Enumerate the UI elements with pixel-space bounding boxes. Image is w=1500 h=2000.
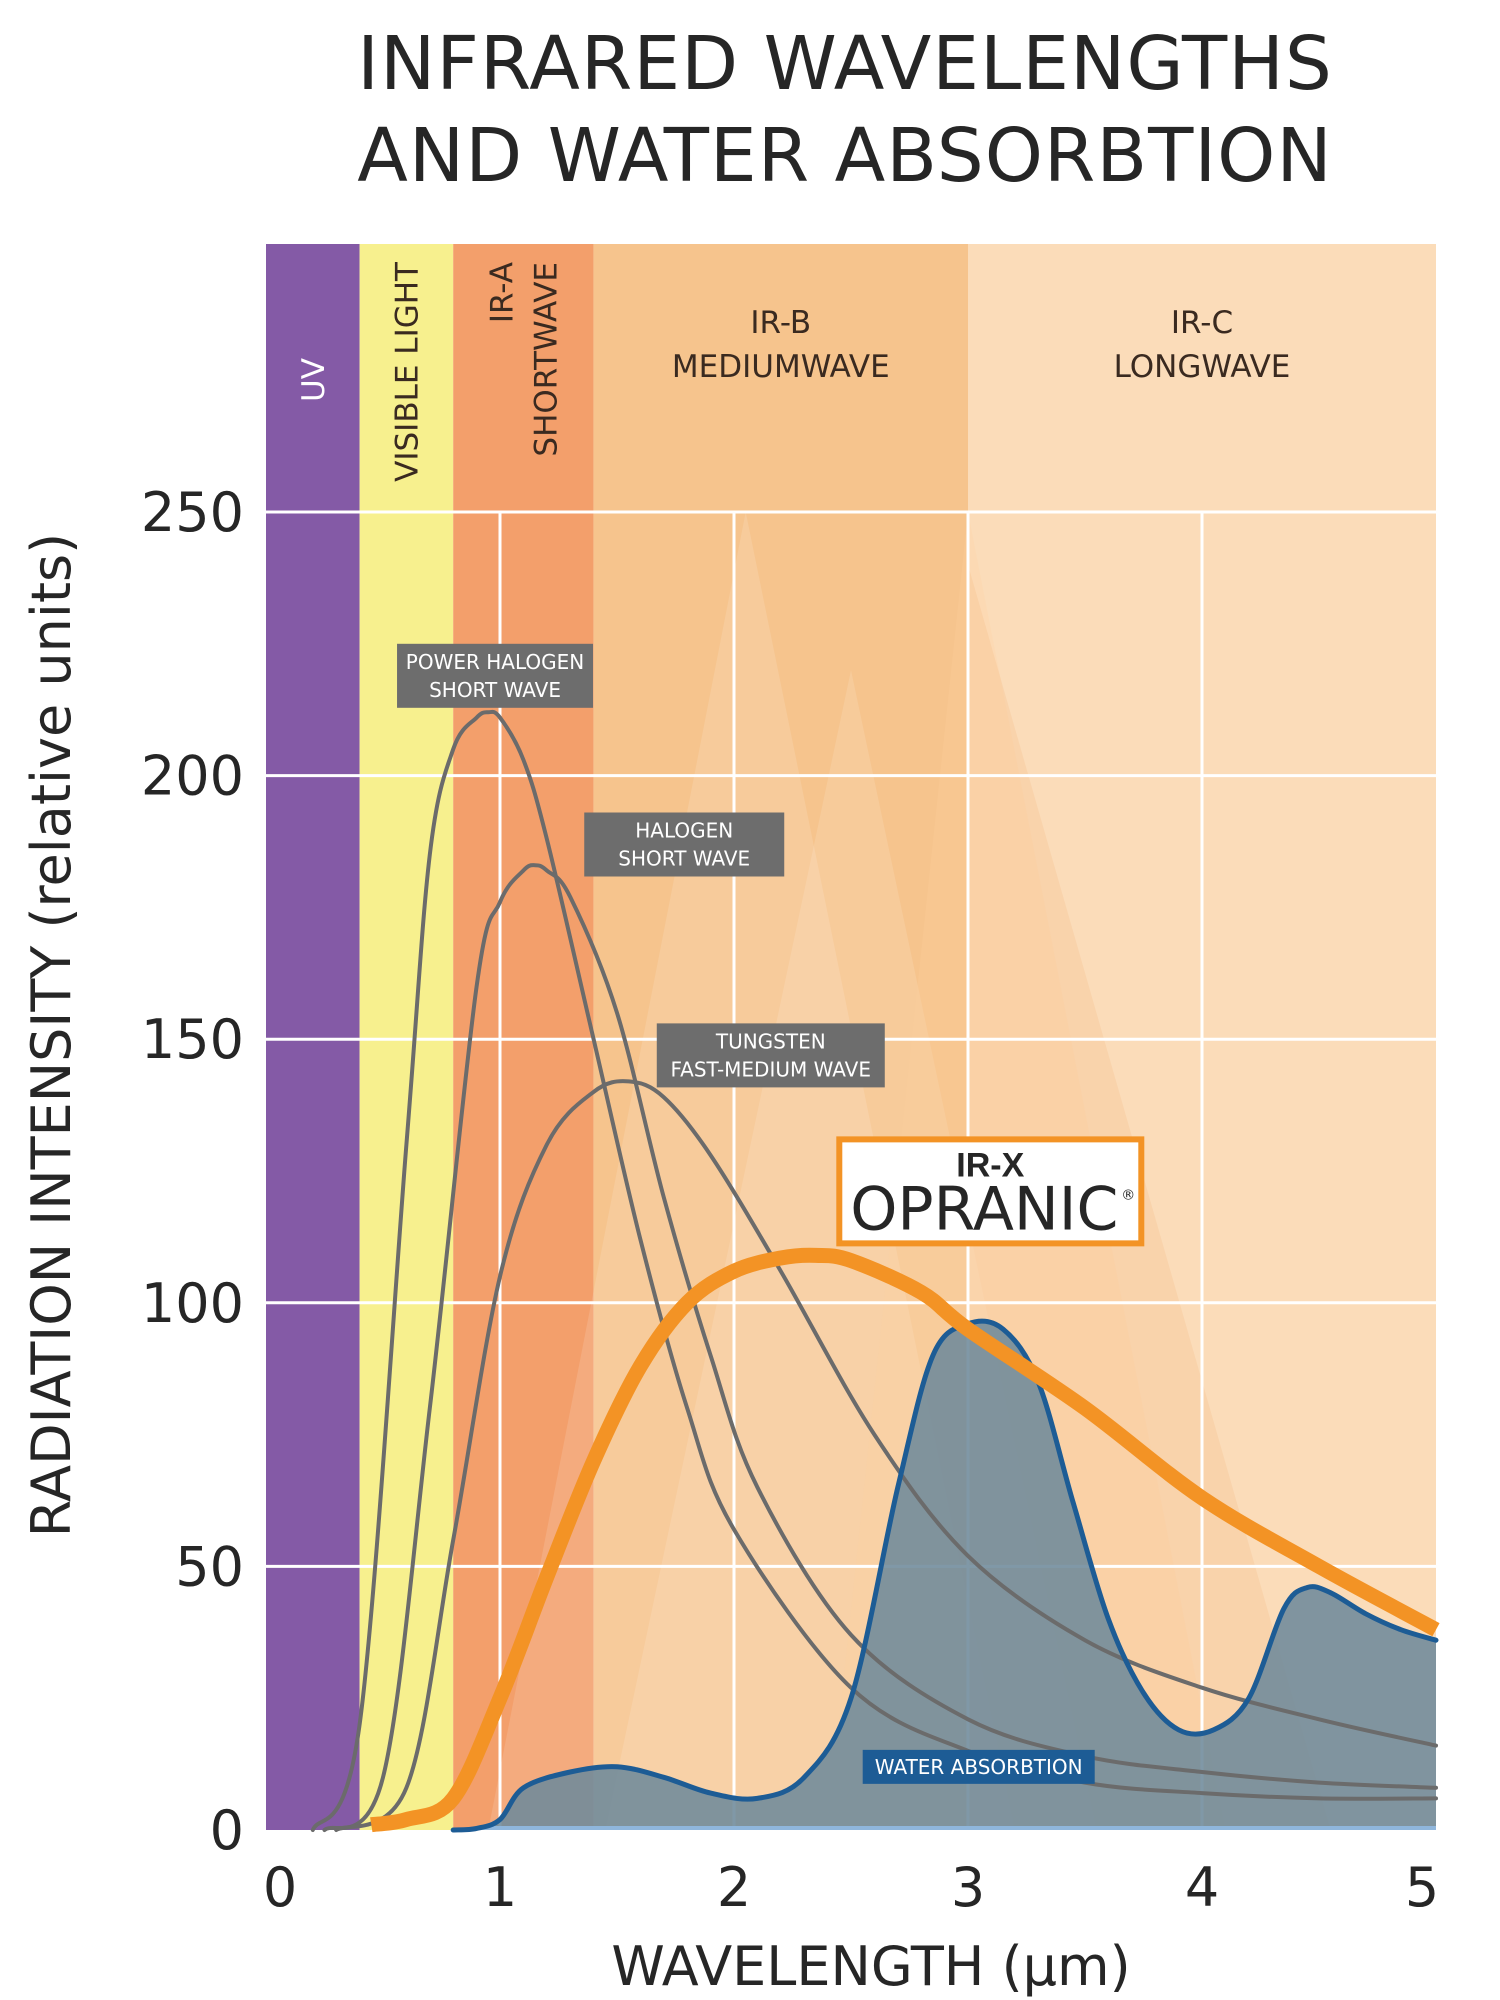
logo-box — [836, 1136, 1145, 1247]
y-axis-title: RADIATION INTENSITY (relative units) — [20, 533, 83, 1537]
series-line-opranic — [370, 1247, 1440, 1833]
label-text-tungsten-2: FAST-MEDIUM WAVE — [671, 1057, 872, 1081]
x-tick-label-4: 4 — [1185, 1856, 1219, 1919]
x-tick-label-1: 1 — [483, 1856, 517, 1919]
x-tick-label-3: 3 — [951, 1856, 985, 1919]
region-label-ir_a-2: SHORTWAVE — [528, 262, 564, 457]
region-labels: UV VISIBLE LIGHT IR-A SHORTWAVE IR-B MEDIUMWA… — [296, 261, 1291, 482]
y-tick-label-0: 0 — [210, 1799, 244, 1862]
x-axis-title: WAVELENGTH (µm) — [611, 1935, 1130, 1998]
series-line-water — [450, 1318, 1439, 1833]
logo-small-text: IR-X — [956, 1146, 1024, 1184]
label-text-halogen-2: SHORT WAVE — [618, 847, 750, 871]
title-line-2: AND WATER ABSORBTION — [357, 113, 1333, 199]
x-tick-label-5: 5 — [1405, 1856, 1439, 1919]
y-tick-label-250: 250 — [141, 481, 244, 544]
title-line-1: INFRARED WAVELENGTHS — [357, 21, 1333, 107]
light-beam-1 — [488, 512, 1015, 1830]
label-box-tungsten — [656, 1023, 885, 1088]
label-box-water — [862, 1749, 1095, 1784]
region-label-ir_b-2: MEDIUMWAVE — [672, 349, 890, 385]
region-band-uv — [266, 244, 360, 1830]
water-absorption-area — [453, 1321, 1436, 1830]
y-tick-label-150: 150 — [141, 1008, 244, 1071]
label-text-halogen-1: HALOGEN — [635, 819, 733, 843]
region-label-ir_c-1: IR-C — [1171, 305, 1233, 341]
series-line-tungsten — [334, 1079, 1438, 1832]
x-tick-label-2: 2 — [717, 1856, 751, 1919]
water-absorption-fill — [453, 1321, 1436, 1830]
label-text-power_halogen-1: POWER HALOGEN — [406, 650, 584, 674]
chart-title: INFRARED WAVELENGTHS AND WATER ABSORBTIO… — [0, 18, 1500, 202]
region-label-uv-1: UV — [296, 358, 332, 402]
axis-titles: WAVELENGTH (µm) RADIATION INTENSITY (rela… — [20, 533, 1131, 1998]
region-label-ir_b-1: IR-B — [750, 305, 811, 341]
label-box-halogen — [584, 812, 785, 877]
logo-big-text: OPRANIC — [850, 1174, 1118, 1244]
axis-ticks: 0 50 100 150 200 250 0 1 2 3 4 5 — [141, 481, 1439, 1919]
y-tick-label-200: 200 — [141, 745, 244, 808]
region-label-visible-1: VISIBLE LIGHT — [389, 261, 425, 482]
label-box-power_halogen — [397, 643, 594, 708]
y-tick-label-50: 50 — [175, 1535, 244, 1598]
label-text-power_halogen-2: SHORT WAVE — [429, 678, 561, 702]
region-label-ir_a-1: IR-A — [484, 262, 520, 323]
y-tick-label-100: 100 — [141, 1272, 244, 1335]
curve-label-boxes: POWER HALOGEN SHORT WAVE HALOGEN SHORT WAVE… — [397, 643, 1095, 1784]
label-text-water-1: WATER ABSORBTION — [875, 1755, 1083, 1779]
logo-registered-mark: ® — [1121, 1187, 1135, 1203]
region-label-ir_c-2: LONGWAVE — [1114, 349, 1291, 385]
x-tick-label-0: 0 — [263, 1856, 297, 1919]
label-text-tungsten-1: TUNGSTEN — [715, 1029, 826, 1053]
